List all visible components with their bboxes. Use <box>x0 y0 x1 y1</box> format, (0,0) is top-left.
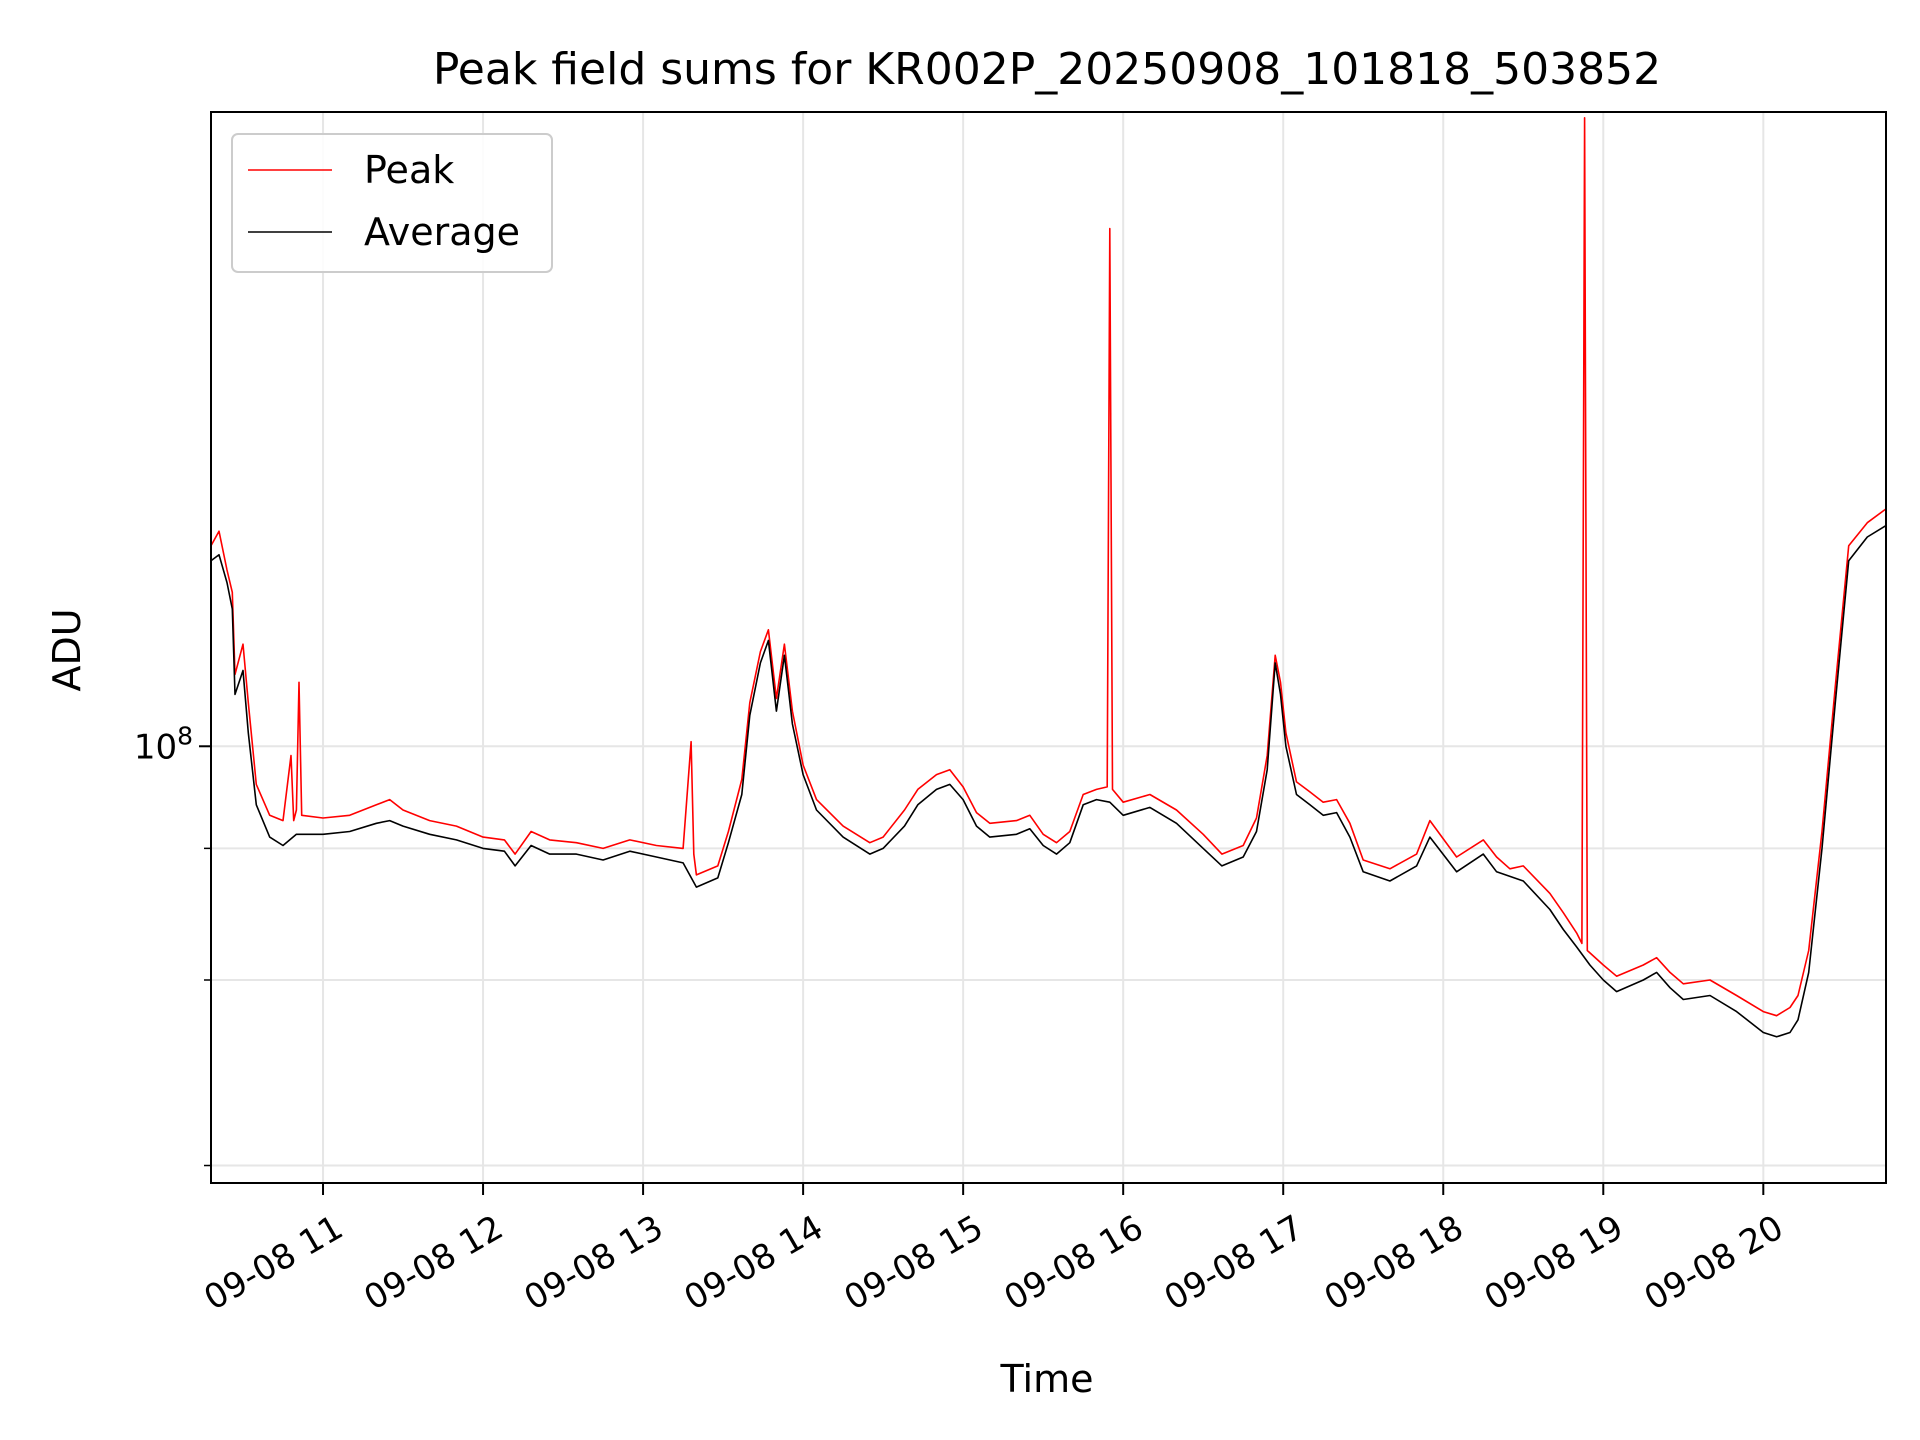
chart-title: Peak field sums for KR002P_20250908_1018… <box>433 44 1661 95</box>
y-tick-label: 108 <box>134 721 193 767</box>
x-axis-label: Time <box>1000 1357 1094 1401</box>
legend-frame <box>231 133 553 273</box>
legend: Peak Average <box>231 133 553 273</box>
series-line-average <box>210 524 1887 1038</box>
plot-series <box>210 117 1887 1038</box>
plot-frame <box>210 111 1887 1184</box>
y-axis-label: ADU <box>45 608 89 691</box>
grid <box>211 112 1886 1183</box>
legend-label-average: Average <box>364 210 520 254</box>
series-line-peak <box>210 117 1887 1017</box>
legend-label-peak: Peak <box>364 148 454 192</box>
